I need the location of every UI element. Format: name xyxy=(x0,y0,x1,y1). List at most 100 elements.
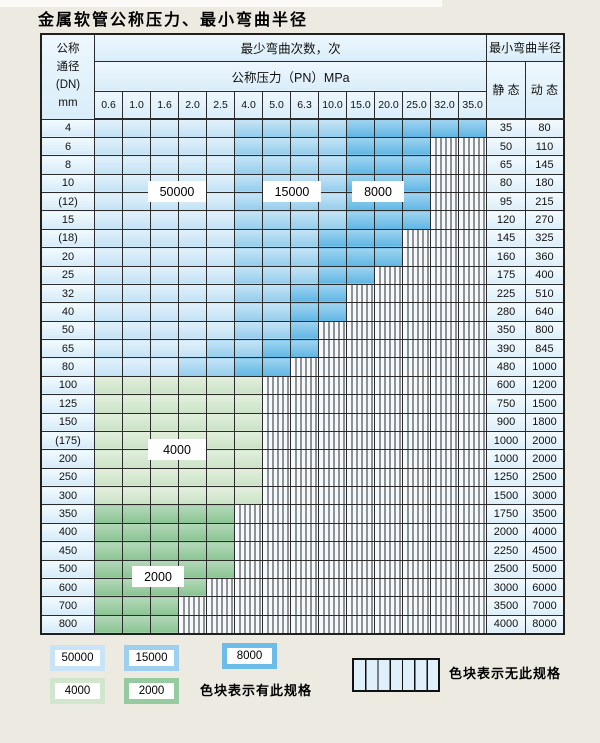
spec-zone-cell xyxy=(178,283,207,304)
no-spec-cell xyxy=(430,265,459,285)
no-spec-cell xyxy=(402,375,431,396)
header-min-radius: 最小弯曲半径 xyxy=(486,33,565,62)
no-spec-cell xyxy=(457,394,488,414)
no-spec-cell xyxy=(374,412,403,432)
table-row: 100 600 1200 xyxy=(40,375,565,396)
static-radius-cell: 1000 xyxy=(486,430,526,451)
spec-zone-cell xyxy=(178,338,207,359)
spec-zone-cell xyxy=(318,265,347,285)
spec-zone-cell xyxy=(150,614,179,635)
spec-zone-cell xyxy=(178,302,207,322)
spec-zone-cell xyxy=(178,485,207,506)
spec-zone-cell xyxy=(206,541,235,561)
spec-zone-cell xyxy=(206,210,235,230)
spec-zone-cell xyxy=(122,283,151,304)
table-row: 15 120 270 xyxy=(40,210,565,230)
spec-zone-cell xyxy=(178,467,207,488)
dynamic-radius-cell: 400 xyxy=(524,265,565,285)
dynamic-radius-cell: 510 xyxy=(524,283,565,304)
spec-zone-cell xyxy=(290,338,319,359)
no-spec-cell xyxy=(346,283,375,304)
no-spec-cell xyxy=(402,320,431,341)
zone-value-label: 15000 xyxy=(263,181,321,202)
dn-cell: 50 xyxy=(40,320,95,341)
table-row: 300 1500 3000 xyxy=(40,485,565,506)
no-spec-cell xyxy=(262,449,291,469)
no-spec-cell xyxy=(262,375,291,396)
spec-zone-cell xyxy=(346,118,375,138)
no-spec-cell xyxy=(346,577,375,598)
spec-zone-cell xyxy=(290,265,319,285)
pressure-value-header: 5.0 xyxy=(262,90,291,120)
spec-zone-cell xyxy=(234,302,263,322)
table-row: (18) 145 325 xyxy=(40,228,565,249)
spec-zone-cell xyxy=(402,173,431,194)
legend-swatch-value: 2000 xyxy=(129,683,174,699)
no-spec-cell xyxy=(290,559,319,579)
dynamic-radius-cell: 7000 xyxy=(524,596,565,616)
dynamic-radius-cell: 1000 xyxy=(524,357,565,377)
spec-zone-cell xyxy=(206,449,235,469)
no-spec-cell xyxy=(457,522,488,543)
spec-zone-cell xyxy=(150,522,179,543)
no-spec-cell xyxy=(457,228,488,249)
header-dynamic: 动 态 xyxy=(524,60,565,120)
no-spec-cell xyxy=(318,522,347,543)
pressure-value-header: 2.0 xyxy=(178,90,207,120)
spec-zone-cell xyxy=(206,283,235,304)
no-spec-cell xyxy=(402,430,431,451)
table-row: 350 1750 3500 xyxy=(40,504,565,524)
dynamic-radius-cell: 4000 xyxy=(524,522,565,543)
spec-zone-cell xyxy=(178,394,207,414)
pressure-value-header: 20.0 xyxy=(374,90,403,120)
header-min-cycles: 最少弯曲次数，次 xyxy=(93,33,488,62)
spec-zone-cell xyxy=(206,522,235,543)
no-spec-cell xyxy=(290,485,319,506)
no-spec-cell xyxy=(318,412,347,432)
table-row: 20 160 360 xyxy=(40,247,565,267)
spec-zone-cell xyxy=(206,173,235,194)
legend-has-spec-label: 色块表示有此规格 xyxy=(200,683,313,698)
dynamic-radius-cell: 1200 xyxy=(524,375,565,396)
spec-zone-cell xyxy=(206,357,235,377)
no-spec-cell xyxy=(290,522,319,543)
spec-zone-cell xyxy=(206,412,235,432)
table-row: 800 4000 8000 xyxy=(40,614,565,635)
no-spec-cell xyxy=(290,357,319,377)
table-row: 125 750 1500 xyxy=(40,394,565,414)
spec-zone-cell xyxy=(318,191,347,212)
no-spec-cell xyxy=(290,449,319,469)
no-spec-cell xyxy=(430,320,459,341)
zone-value-label: 8000 xyxy=(352,181,404,202)
no-spec-cell xyxy=(262,430,291,451)
spec-zone-cell xyxy=(402,155,431,175)
spec-zone-cell xyxy=(94,541,123,561)
table-row: 4 35 80 xyxy=(40,118,565,138)
dn-cell: 125 xyxy=(40,394,95,414)
spec-zone-cell xyxy=(122,394,151,414)
spec-zone-cell xyxy=(374,136,403,157)
spec-zone-cell xyxy=(178,357,207,377)
table-row: 500 2500 5000 xyxy=(40,559,565,579)
spec-zone-cell xyxy=(94,302,123,322)
spec-zone-cell xyxy=(290,320,319,341)
spec-zone-cell xyxy=(206,247,235,267)
no-spec-cell xyxy=(346,412,375,432)
spec-zone-cell xyxy=(234,449,263,469)
no-spec-cell xyxy=(346,485,375,506)
dynamic-radius-cell: 5000 xyxy=(524,559,565,579)
spec-zone-cell xyxy=(402,118,431,138)
no-spec-cell xyxy=(402,559,431,579)
spec-zone-cell xyxy=(122,596,151,616)
no-spec-cell xyxy=(430,394,459,414)
static-radius-cell: 2250 xyxy=(486,541,526,561)
spec-zone-cell xyxy=(318,247,347,267)
dn-cell: (12) xyxy=(40,191,95,212)
spec-zone-cell xyxy=(178,210,207,230)
table-row: 250 1250 2500 xyxy=(40,467,565,488)
no-spec-cell xyxy=(402,577,431,598)
no-spec-cell xyxy=(457,302,488,322)
no-spec-cell xyxy=(374,265,403,285)
dn-cell: 20 xyxy=(40,247,95,267)
no-spec-cell xyxy=(374,338,403,359)
